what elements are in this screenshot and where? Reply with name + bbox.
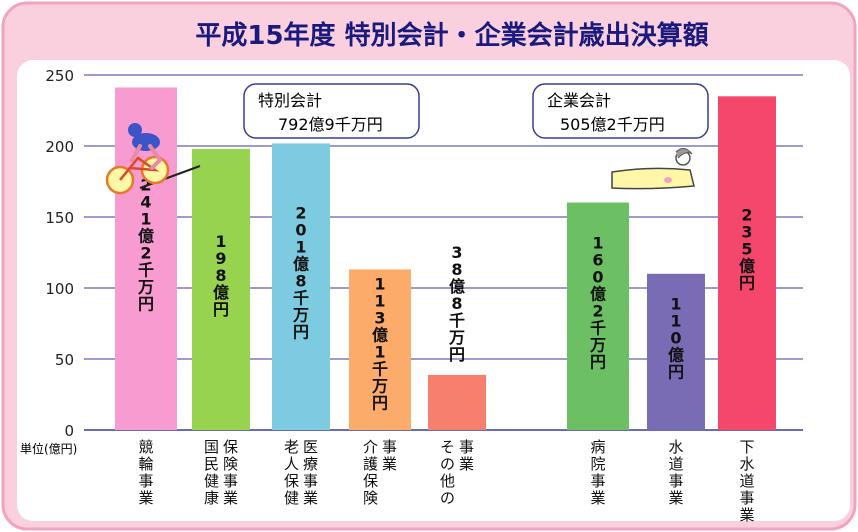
- x-category-label: 老人保健: [284, 438, 299, 507]
- y-tick-label: 150: [45, 209, 74, 227]
- bar-value-label: 1 9 8 億円: [213, 232, 229, 319]
- bar: [192, 148, 250, 430]
- faucet-illustration: [611, 148, 695, 190]
- y-tick-label: 200: [45, 138, 74, 156]
- group-callout-special: 特別会計 792億9千万円: [243, 83, 420, 139]
- x-category-label: 保険事業: [223, 438, 238, 507]
- bar: [428, 374, 486, 430]
- x-category-label: 競輪事業: [138, 438, 153, 507]
- x-category-label: 医療事業: [303, 438, 318, 507]
- group-total: 792億9千万円: [278, 115, 383, 134]
- x-category-label: 事業: [382, 438, 397, 473]
- y-tick-label: 250: [45, 67, 74, 85]
- x-category-label: その他の: [440, 438, 455, 507]
- unit-label: 単位(億円): [20, 441, 77, 456]
- group-name: 企業会計: [547, 91, 611, 110]
- cyclist-illustration: [105, 123, 201, 195]
- bar: [349, 269, 411, 430]
- group-name: 特別会計: [258, 91, 322, 110]
- bar-value-label: 1 6 0 億 2 千万円: [589, 233, 606, 371]
- y-axis: 0 50 100 150 200 250: [45, 67, 74, 440]
- x-category-label: 事業: [459, 438, 474, 473]
- bar-value-label: 2 0 1 億 8 千万円: [292, 204, 309, 342]
- bar: [272, 143, 330, 430]
- x-category-label: 国民健康: [204, 438, 219, 507]
- bar-value-label: 1 1 0 億円: [668, 294, 684, 381]
- x-category-label: 介護保険: [363, 438, 378, 507]
- x-category-label: 下水道事業: [739, 438, 754, 524]
- group-total: 505億2千万円: [560, 115, 665, 134]
- bar-value-label: 1 1 3 億 1 千万円: [371, 274, 388, 412]
- bar: [718, 96, 776, 431]
- bar-value-label: 241億2千万円: [137, 176, 154, 314]
- group-callout-enterprise: 企業会計 505億2千万円: [532, 83, 709, 139]
- y-tick-label: 0: [64, 422, 74, 440]
- x-axis-labels: 競輪事業保険事業国民健康医療事業老人保健事業介護保険事業その他の病院事業水道事業…: [138, 438, 754, 524]
- x-category-label: 水道事業: [668, 438, 683, 507]
- y-tick-label: 50: [55, 351, 74, 369]
- bar: [647, 273, 705, 430]
- bar-value-label: 2 3 5 億円: [739, 206, 755, 293]
- x-category-label: 病院事業: [590, 438, 605, 507]
- bar: [567, 202, 629, 430]
- bar-value-label: 3 8 億 8 千万円: [448, 243, 465, 364]
- chart-title: 平成15年度 特別会計・企業会計歳出決算額: [195, 20, 708, 51]
- y-tick-label: 100: [45, 280, 74, 298]
